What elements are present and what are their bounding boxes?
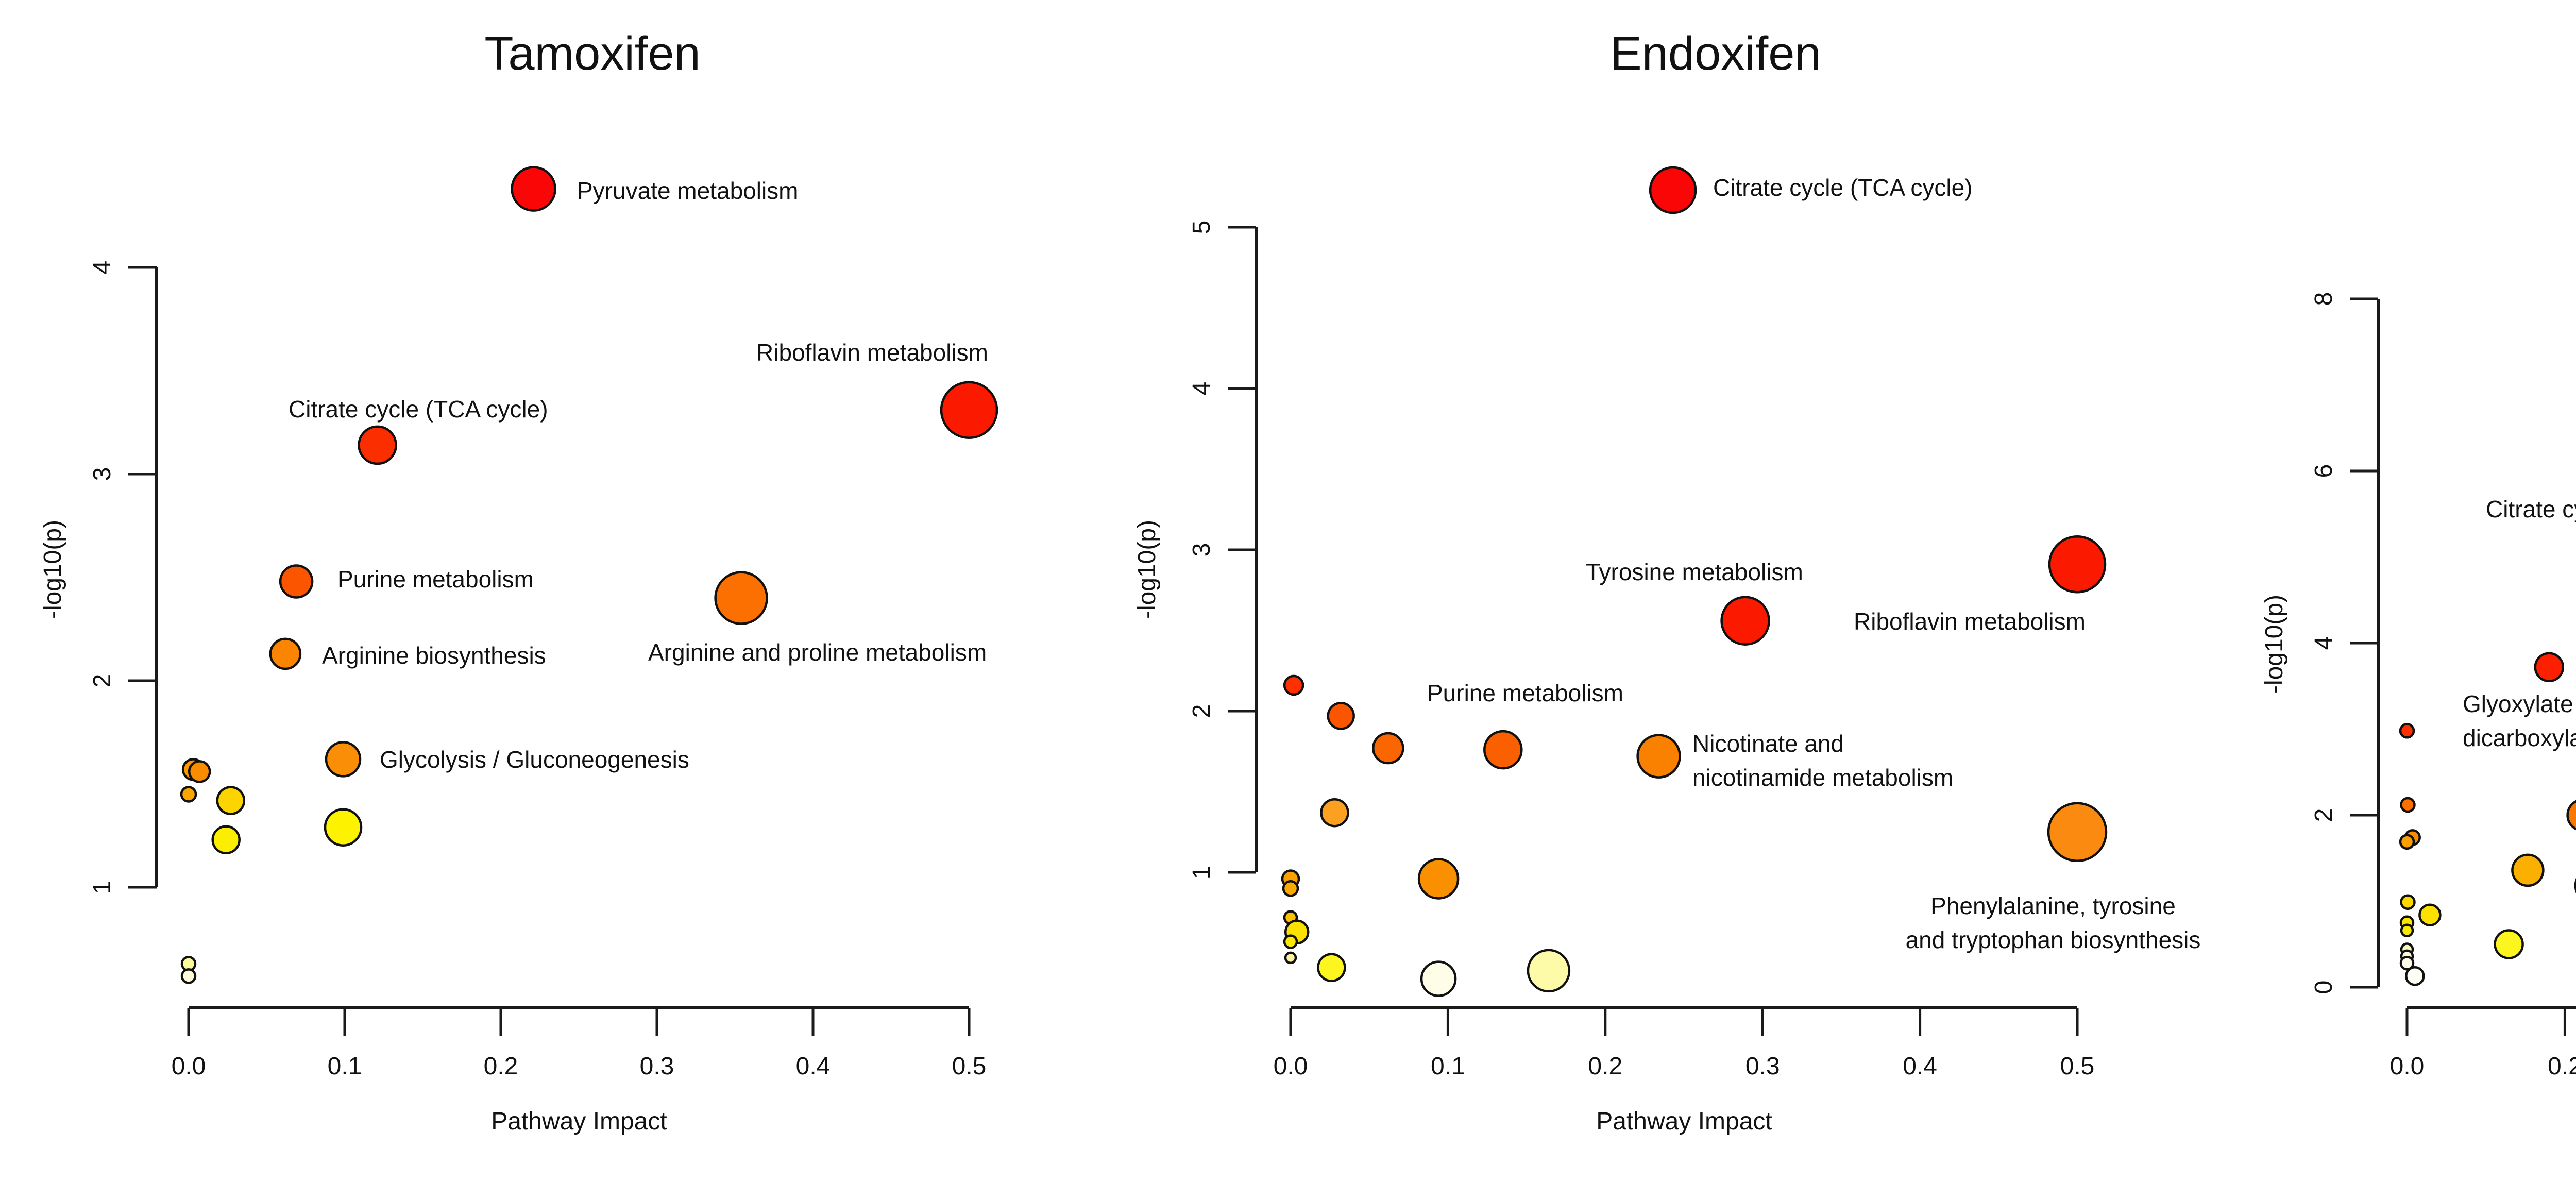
point-label-riboflavin-metabolism: Riboflavin metabolism	[1854, 608, 2086, 635]
y-axis-tick-label: 2	[89, 674, 116, 688]
data-point-tyrosine-metabolism	[1720, 596, 1770, 646]
point-label-arginine-biosynthesis: Arginine biosynthesis	[322, 642, 546, 669]
point-label-nicotinate-and-nicotinamide-metabolism: Nicotinate and nicotinamide metabolism	[1692, 730, 1953, 791]
data-point-purine-metabolism	[279, 564, 314, 599]
data-point-riboflavin-metabolism	[940, 381, 998, 439]
x-axis-tick-label: 0.4	[1903, 1053, 1937, 1080]
x-axis-tick-label: 0.2	[1588, 1053, 1622, 1080]
x-axis-tick-label: 0.3	[1745, 1053, 1780, 1080]
data-point	[211, 825, 241, 855]
y-axis-title: -log10(p)	[2261, 595, 2288, 694]
point-label-pyruvate-metabolism: Pyruvate metabolism	[577, 177, 799, 204]
data-point	[2400, 894, 2416, 910]
point-label-phenylalanine-tyrosine-and-tryptophan-biosynthesis: Phenylalanine, tyrosine and tryptophan bi…	[1906, 892, 2201, 953]
data-point	[324, 808, 363, 847]
data-point-nicotinate-and-nicotinamide-metabolism	[1636, 734, 1681, 779]
x-axis-tick-label: 0.5	[2060, 1053, 2095, 1080]
data-point-riboflavin-metabolism	[2048, 535, 2107, 594]
x-axis-tick-label: 0.2	[2548, 1053, 2576, 1080]
data-point-purine-metabolism	[1483, 730, 1523, 770]
y-axis-tick-label: 2	[2310, 808, 2337, 822]
data-point	[2405, 966, 2425, 986]
data-point	[180, 786, 197, 803]
data-point	[188, 760, 211, 783]
panel-title: Tamoxifen	[484, 27, 700, 80]
data-point	[2400, 797, 2416, 813]
data-point	[2400, 923, 2414, 938]
x-axis-title: Pathway Impact	[1596, 1108, 1772, 1135]
data-point	[1283, 934, 1298, 949]
data-point-glycolysis-gluconeogenesis	[325, 741, 362, 778]
data-point	[1527, 949, 1571, 993]
data-point	[2399, 955, 2415, 971]
y-axis-tick-label: 1	[1188, 866, 1215, 880]
data-point-arginine-and-proline-metabolism	[714, 571, 768, 625]
data-point	[2534, 652, 2565, 683]
data-point	[1420, 960, 1457, 997]
data-point	[2418, 903, 2442, 926]
data-point	[1372, 732, 1404, 765]
panel-endoxifen: Endoxifen 1 2 3 4 5 0.0 0.1 0.2 0.3 0.4 0.5 Pathway …	[1133, 27, 2200, 1135]
panel-title: Endoxifen	[1610, 27, 1821, 80]
data-point	[1327, 702, 1355, 730]
x-axis-title: Pathway Impact	[491, 1108, 667, 1135]
data-point	[216, 786, 246, 815]
data-point	[2494, 929, 2524, 959]
x-axis-tick-label: 0.0	[2390, 1053, 2425, 1080]
x-axis-tick-label: 0.5	[952, 1053, 987, 1080]
data-point	[1284, 951, 1297, 965]
x-axis-tick-label: 0.1	[328, 1053, 362, 1080]
y-axis-tick-label: 4	[89, 261, 116, 275]
y-axis-title: -log10(p)	[1133, 520, 1161, 619]
data-point	[2566, 800, 2576, 831]
panel-tamoxifen: Tamoxifen 1 2 3 4 0.0 0.1 0.2 0.3 0.4 0.5 Pathway I…	[39, 27, 998, 1135]
x-axis-tick-label: 0.3	[640, 1053, 674, 1080]
point-label-riboflavin-metabolism: Riboflavin metabolism	[756, 339, 988, 366]
point-label-citrate-cycle-tca-cycle: Citrate cycle (TCA cycle)	[1713, 174, 1973, 201]
panel-4-hydroxytamoxifen: 4-hydroxytamoxifen024680.00.20.40.60.81.…	[2261, 292, 2576, 1080]
y-axis-tick-label: 1	[89, 881, 116, 895]
y-axis-tick-label: 2	[1188, 704, 1215, 718]
data-point-phenylalanine-tyrosine-and-tryptophan-biosynthesis	[2047, 802, 2108, 863]
data-point	[2511, 853, 2545, 887]
y-axis-tick-label: 5	[1188, 221, 1215, 234]
data-point	[1282, 880, 1299, 897]
point-label-citrate-cycle-tca-cycle: Citrate cycle (TCA cycle)	[289, 396, 548, 423]
y-axis-title: -log10(p)	[39, 520, 66, 619]
x-axis-tick-label: 0.0	[172, 1053, 206, 1080]
point-label-glycolysis-gluconeogenesis: Glycolysis / Gluconeogenesis	[380, 746, 689, 773]
point-label-glyoxylate-and-dicarboxylate-metabolism: Glyoxylate anddicarboxylate metabolism	[2463, 690, 2576, 751]
point-label-tyrosine-metabolism: Tyrosine metabolism	[1586, 559, 1803, 585]
data-point	[1320, 798, 1349, 828]
data-point	[180, 968, 197, 984]
y-axis-tick-label: 4	[1188, 382, 1215, 396]
data-point	[1317, 953, 1346, 982]
point-label-arginine-and-proline-metabolism: Arginine and proline metabolism	[648, 639, 987, 666]
point-label-citrate-cycle-tca-cycle: Citrate cycle (TCA cycle)	[2486, 496, 2576, 522]
data-point-pyruvate-metabolism	[511, 166, 556, 212]
y-axis-tick-label: 4	[2310, 636, 2337, 650]
y-axis-tick-label: 8	[2310, 292, 2337, 306]
x-axis-tick-label: 0.2	[484, 1053, 518, 1080]
data-point-citrate-cycle-tca-cycle	[358, 425, 397, 465]
data-point	[2399, 834, 2415, 850]
data-point-arginine-biosynthesis	[269, 637, 302, 670]
x-axis-tick-label: 0.0	[1274, 1053, 1308, 1080]
y-axis-tick-label: 0	[2310, 981, 2337, 994]
x-axis-tick-label: 0.1	[1431, 1053, 1465, 1080]
data-point-citrate-cycle-tca-cycle	[1649, 166, 1697, 214]
data-point-glyoxylate-and-dicarboxylate-metabolism	[2399, 723, 2415, 739]
x-axis-tick-label: 0.4	[796, 1053, 831, 1080]
data-point	[1283, 674, 1304, 696]
y-axis-tick-label: 3	[1188, 543, 1215, 557]
point-label-purine-metabolism: Purine metabolism	[337, 566, 534, 593]
y-axis-tick-label: 3	[89, 467, 116, 481]
y-axis-tick-label: 6	[2310, 464, 2337, 478]
data-point	[1417, 858, 1460, 900]
point-label-purine-metabolism: Purine metabolism	[1427, 680, 1623, 706]
